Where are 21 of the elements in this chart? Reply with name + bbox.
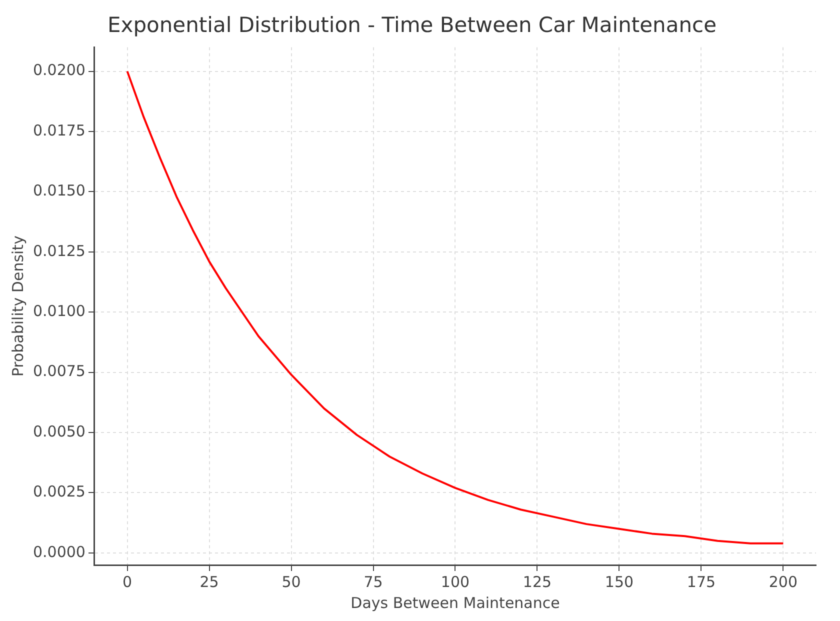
x-tick-label: 0 bbox=[122, 572, 132, 591]
y-axis-title: Probability Density bbox=[8, 235, 27, 377]
y-tick-label: 0.0075 bbox=[32, 362, 86, 380]
y-tick-label: 0.0100 bbox=[32, 302, 86, 320]
x-axis-title: Days Between Maintenance bbox=[350, 594, 560, 612]
x-tick-label: 175 bbox=[686, 572, 716, 591]
y-tick-label: 0.0050 bbox=[32, 422, 86, 440]
y-tick-label: 0.0000 bbox=[32, 542, 86, 561]
x-tick-label: 150 bbox=[604, 572, 634, 591]
x-tick-label: 75 bbox=[364, 572, 383, 591]
y-tick-label: 0.0150 bbox=[32, 182, 86, 200]
chart-title: Exponential Distribution - Time Between Car Maintenance bbox=[107, 13, 717, 38]
y-tick-label: 0.0125 bbox=[32, 242, 86, 260]
y-tick-label: 0.0025 bbox=[32, 482, 86, 501]
x-tick-label: 200 bbox=[768, 572, 798, 591]
y-tick-label: 0.0175 bbox=[32, 121, 86, 140]
x-tick-label: 125 bbox=[522, 572, 552, 591]
x-tick-label: 25 bbox=[200, 572, 219, 591]
x-tick-label: 100 bbox=[440, 572, 470, 591]
x-tick-label: 50 bbox=[282, 572, 301, 591]
y-tick-label: 0.0200 bbox=[32, 61, 86, 80]
